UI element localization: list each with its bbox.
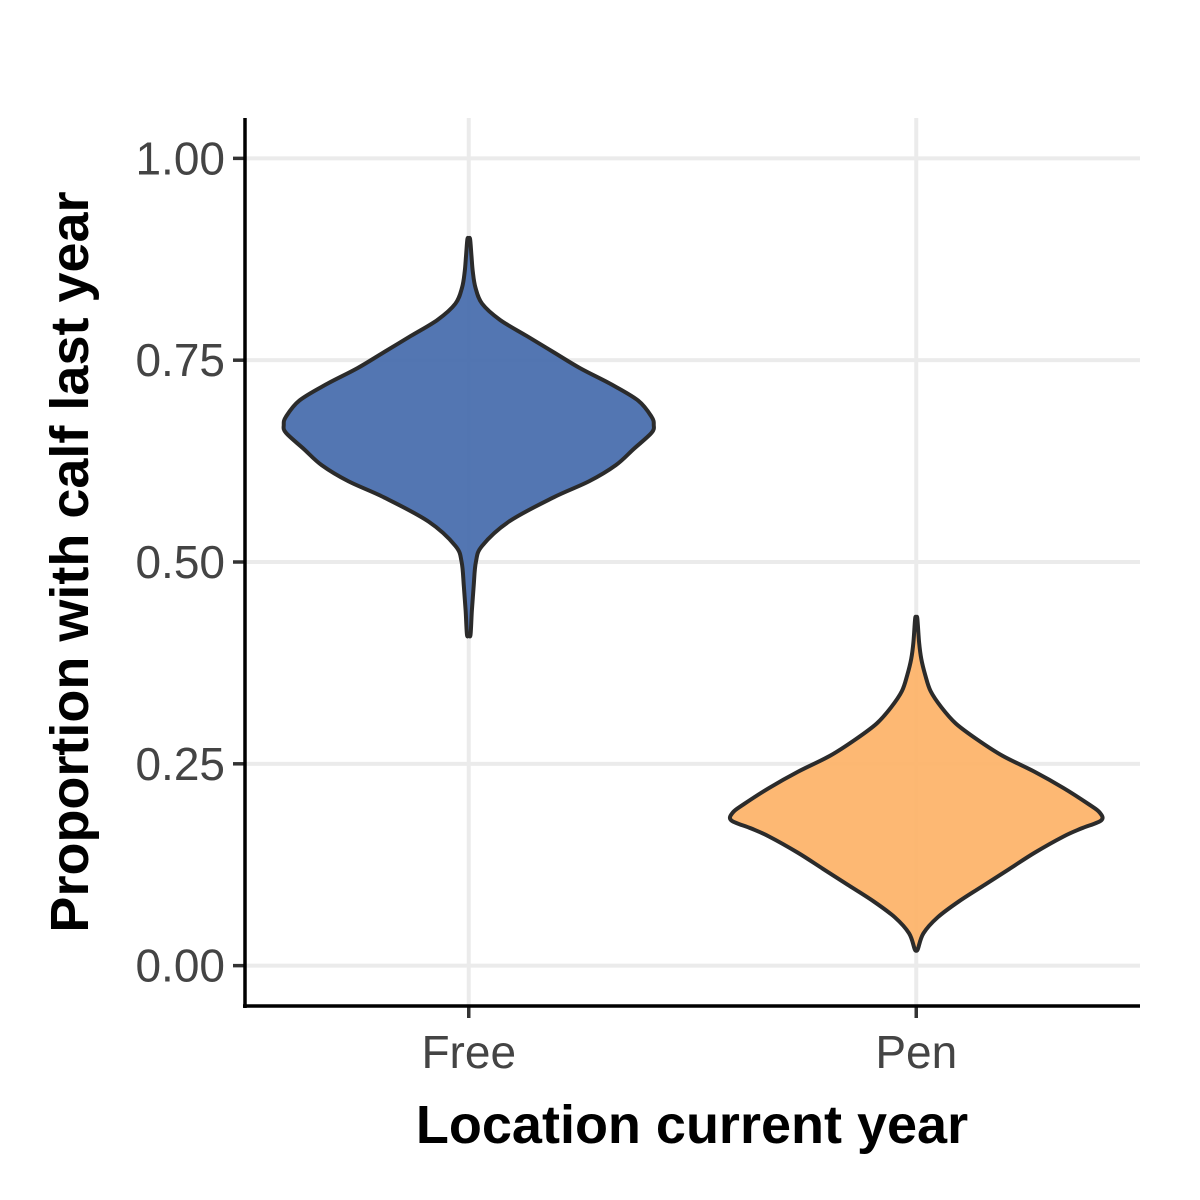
x-tick-label: Free [421,1026,516,1078]
y-tick-label: 0.75 [135,334,225,386]
violin-pen [727,614,1105,953]
axes: 0.00 0.25 0.50 0.75 1.00 Free Pen [135,118,1140,1078]
y-tick-label: 0.25 [135,738,225,790]
violin-free [281,235,656,639]
y-tick-label: 0.00 [135,940,225,992]
violins [281,235,1105,953]
y-tick-label: 0.50 [135,536,225,588]
x-axis-title: Location current year [416,1095,968,1155]
y-axis-title: Proportion with calf last year [40,191,100,932]
x-tick-label: Pen [875,1026,957,1078]
y-tick-label: 1.00 [135,132,225,184]
